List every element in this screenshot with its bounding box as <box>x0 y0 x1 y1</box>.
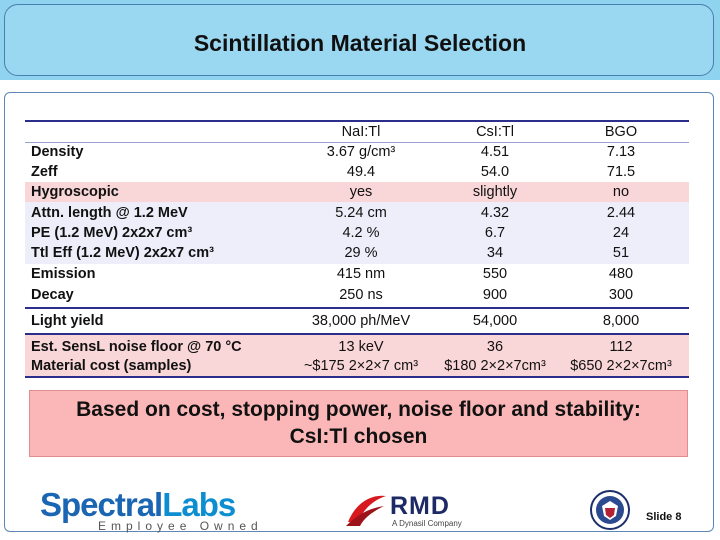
row-label: PE (1.2 MeV) 2x2x7 cm³ <box>31 225 193 241</box>
cell-nai: 5.24 cm <box>335 205 387 221</box>
cell-nai: 13 keV <box>338 339 384 355</box>
col-header-csi: CsI:Tl <box>476 124 514 140</box>
slide-number: Slide 8 <box>646 511 682 523</box>
band-emission-decay <box>25 264 689 307</box>
spectrallabs-logo-main: Spectral <box>40 486 163 523</box>
cell-csi: 4.32 <box>480 205 510 221</box>
cell-nai: yes <box>349 184 373 200</box>
row-label: Zeff <box>31 164 58 180</box>
conclusion-line-2: CsI:Tl chosen <box>289 425 428 448</box>
cell-bgo: 2.44 <box>606 205 636 221</box>
row-label: Hygroscopic <box>31 184 119 200</box>
cell-bgo: no <box>612 184 630 200</box>
cell-bgo: 112 <box>609 339 633 355</box>
col-header-nai: NaI:Tl <box>341 124 381 140</box>
page-title: Scintillation Material Selection <box>193 30 527 56</box>
row-label: Density <box>31 144 84 160</box>
cell-nai: 3.67 g/cm³ <box>326 144 396 160</box>
row-label: Attn. length @ 1.2 MeV <box>31 205 188 221</box>
rmd-logo: RMD A Dynasil Company <box>344 492 462 533</box>
cell-nai: 4.2 % <box>342 225 380 241</box>
cell-bgo: 71.5 <box>606 164 636 180</box>
cell-bgo: 51 <box>612 245 630 261</box>
conclusion-text: Based on cost, stopping power, noise flo… <box>29 396 688 450</box>
cell-bgo: 7.13 <box>606 144 636 160</box>
rmd-swoosh-icon <box>346 495 386 526</box>
table-top-rule <box>25 120 689 122</box>
table-bottom-rule <box>25 376 689 378</box>
cell-csi: 54.0 <box>480 164 510 180</box>
cell-bgo: 300 <box>608 287 634 303</box>
table-rule-2 <box>25 307 689 309</box>
spectrallabs-logo-lab: Labs <box>162 486 236 523</box>
cell-csi: 36 <box>486 339 504 355</box>
row-label: Ttl Eff (1.2 MeV) 2x2x7 cm³ <box>31 245 214 261</box>
cell-csi: slightly <box>472 184 518 200</box>
cell-csi: 4.51 <box>480 144 510 160</box>
dhs-seal-icon <box>590 490 630 530</box>
spectrallabs-logo: SpectralLabs Employee Owned <box>40 486 258 533</box>
cell-csi: 6.7 <box>484 225 506 241</box>
rmd-wordmark: RMD <box>390 492 450 520</box>
header-band <box>25 122 689 142</box>
band-light-yield <box>25 309 689 333</box>
header-divider <box>25 142 689 143</box>
cell-nai: 49.4 <box>346 164 376 180</box>
cell-bgo: 24 <box>612 225 630 241</box>
row-label: Emission <box>31 266 96 282</box>
row-label: Light yield <box>31 313 104 329</box>
cell-csi: 34 <box>486 245 504 261</box>
col-header-bgo: BGO <box>604 124 638 140</box>
row-label: Est. SensL noise floor @ 70 °C <box>31 339 242 355</box>
cell-nai: 29 % <box>344 245 378 261</box>
band-density-zeff <box>25 142 689 182</box>
cell-nai: 415 nm <box>336 266 386 282</box>
spectrallabs-tagline: Employee Owned <box>98 519 263 533</box>
cell-csi: 900 <box>482 287 508 303</box>
cell-csi: $180 2×2×7cm³ <box>444 358 546 374</box>
cell-bgo: $650 2×2×7cm³ <box>570 358 672 374</box>
cell-nai: ~$175 2×2×7 cm³ <box>303 358 419 374</box>
cell-bgo: 8,000 <box>602 313 640 329</box>
band-hygroscopic <box>25 182 689 202</box>
row-label: Material cost (samples) <box>31 358 192 374</box>
cell-csi: 550 <box>482 266 508 282</box>
cell-bgo: 480 <box>608 266 634 282</box>
title-box <box>4 4 714 76</box>
content-frame <box>4 92 714 532</box>
cell-nai: 38,000 ph/MeV <box>311 313 411 329</box>
band-noise-cost <box>25 335 689 377</box>
table-rule-3 <box>25 333 689 335</box>
conclusion-line-1: Based on cost, stopping power, noise flo… <box>76 398 641 421</box>
row-label: Decay <box>31 287 74 303</box>
cell-csi: 54,000 <box>472 313 518 329</box>
cell-nai: 250 ns <box>339 287 383 303</box>
rmd-tagline: A Dynasil Company <box>392 519 462 528</box>
band-attn-ttl <box>25 202 689 264</box>
conclusion-box <box>29 390 688 457</box>
